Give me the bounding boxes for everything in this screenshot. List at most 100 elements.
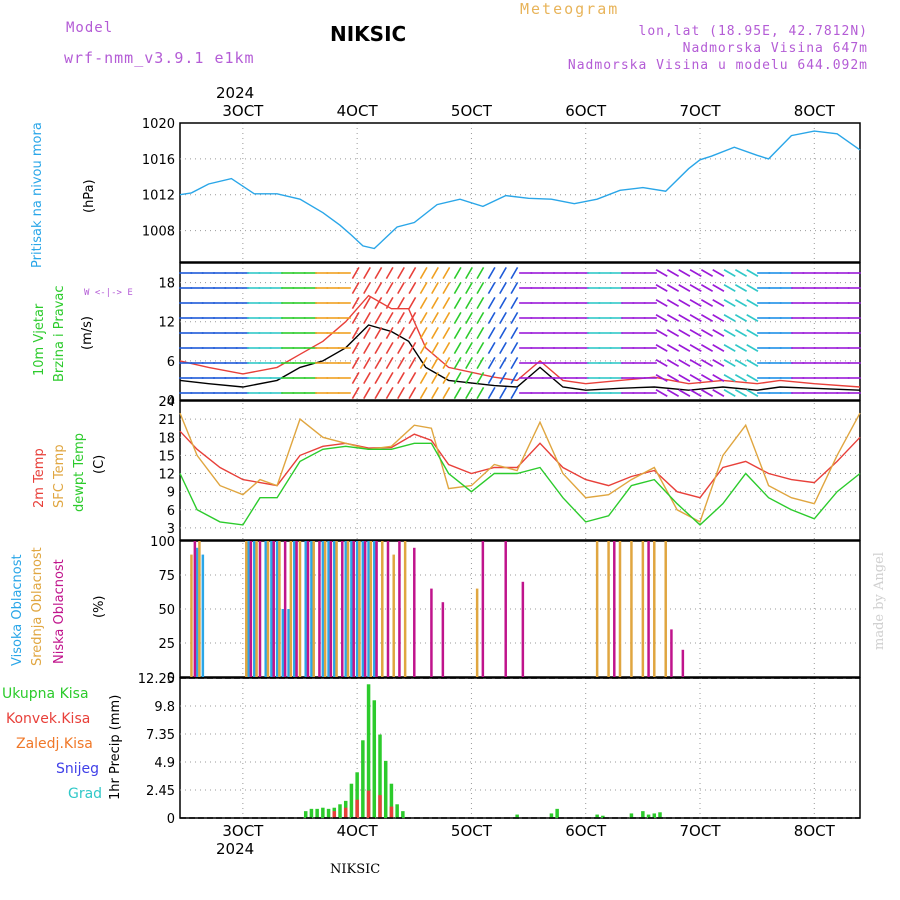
y-tick-label: 1016 [142, 153, 175, 168]
bar-cloud [247, 541, 250, 677]
wind-barb [678, 269, 691, 277]
bar-precip [652, 813, 657, 818]
wind-barb [363, 311, 371, 325]
series-line-wind [179, 324, 861, 391]
wind-barb [351, 386, 360, 400]
wind-barb [397, 341, 405, 355]
series-line-pressure [179, 130, 861, 250]
wind-barb [397, 326, 405, 340]
wind-barb [734, 299, 748, 307]
wind-barb [700, 314, 714, 322]
bar-cloud [630, 541, 633, 677]
wind-barb [723, 284, 736, 292]
wind-barb [734, 374, 748, 382]
x-tick-label-top: 7OCT [680, 102, 722, 120]
wind-barb [678, 329, 691, 337]
bar-precip [515, 814, 519, 818]
bar-cloud [312, 541, 315, 677]
bar-cloud [283, 541, 287, 677]
wind-barb [666, 269, 680, 277]
wind-barb [689, 299, 702, 307]
wind-barb [655, 344, 668, 352]
wind-barb [689, 359, 702, 367]
y-tick-label: 6 [167, 504, 175, 519]
wind-barb [442, 296, 451, 310]
wind-barb [734, 389, 748, 397]
bar-cloud [595, 541, 599, 677]
bar-cloud [329, 541, 333, 677]
bar-precip [361, 740, 365, 818]
wind-barb [442, 311, 451, 325]
bar-precip [383, 760, 388, 818]
wind-barb [510, 371, 519, 385]
model-altitude-label: Nadmorska Visina u modelu 644.092m [567, 58, 868, 73]
wind-barb [678, 374, 691, 382]
wind-barb [666, 389, 680, 397]
wind-barb [397, 296, 405, 310]
y-tick-label: 9 [167, 486, 175, 501]
x-tick-label-bottom: 4OCT [337, 822, 379, 840]
bar-precip [315, 808, 319, 818]
wind-barb [746, 374, 759, 382]
x-tick-label-top: 8OCT [794, 102, 836, 120]
x-tick-label-bottom: 5OCT [451, 822, 493, 840]
bar-cloud [521, 581, 525, 677]
y-tick-label: 9.8 [154, 700, 175, 715]
wind-barb [363, 266, 371, 280]
bar-cloud [386, 541, 390, 677]
wind-barb [385, 281, 394, 295]
wind-barb [510, 296, 519, 310]
wind-barb [397, 266, 405, 280]
wind-barb [666, 284, 680, 292]
wind-barb [351, 311, 360, 325]
y-tick-label: 15 [158, 449, 175, 464]
wind-barb [363, 371, 371, 385]
wind-barb [476, 266, 485, 280]
wind-barb [746, 299, 759, 307]
bar-cloud [341, 541, 344, 677]
wind-barb [397, 386, 405, 400]
bar-precip [303, 811, 308, 818]
wind-barb [374, 266, 383, 280]
bar-precip [372, 700, 377, 818]
wind-barb [499, 386, 507, 400]
wind-barb [655, 374, 668, 382]
bar-cloud [264, 541, 267, 677]
wind-barb [476, 341, 485, 355]
wind-barb [712, 314, 725, 322]
wind-barb [746, 284, 759, 292]
bar-cloud [310, 541, 313, 677]
bar-cloud [306, 541, 310, 677]
wind-barb [374, 386, 383, 400]
y-tick-label: 18 [158, 277, 175, 292]
bar-precip [343, 807, 348, 818]
wind-barb [678, 314, 691, 322]
bar-cloud [641, 541, 645, 677]
x-tick-label-bottom: 3OCT [222, 822, 264, 840]
wind-barb [655, 284, 668, 292]
wind-barb [465, 386, 473, 400]
bar-precip [395, 804, 399, 818]
wind-barb [453, 356, 462, 370]
wind-barb [419, 281, 428, 295]
bar-cloud [613, 541, 616, 677]
wind-barb [476, 326, 485, 340]
wind-barb [712, 389, 725, 397]
wind-barb [510, 266, 519, 280]
y-tick-label: 24 [158, 395, 175, 410]
wind-barb [431, 266, 439, 280]
wind-barb [700, 374, 714, 382]
wind-barb [351, 371, 360, 385]
bar-cloud [253, 541, 256, 677]
wind-barb [689, 269, 702, 277]
wind-barb [746, 269, 759, 277]
bar-cloud [195, 547, 199, 677]
bar-cloud [350, 541, 353, 677]
bar-cloud [670, 629, 673, 677]
bar-cloud [272, 541, 275, 677]
bar-cloud [481, 541, 485, 677]
wind-barb [397, 281, 405, 295]
wind-barb [487, 341, 496, 355]
wind-barb [363, 386, 371, 400]
wind-barb [476, 296, 485, 310]
